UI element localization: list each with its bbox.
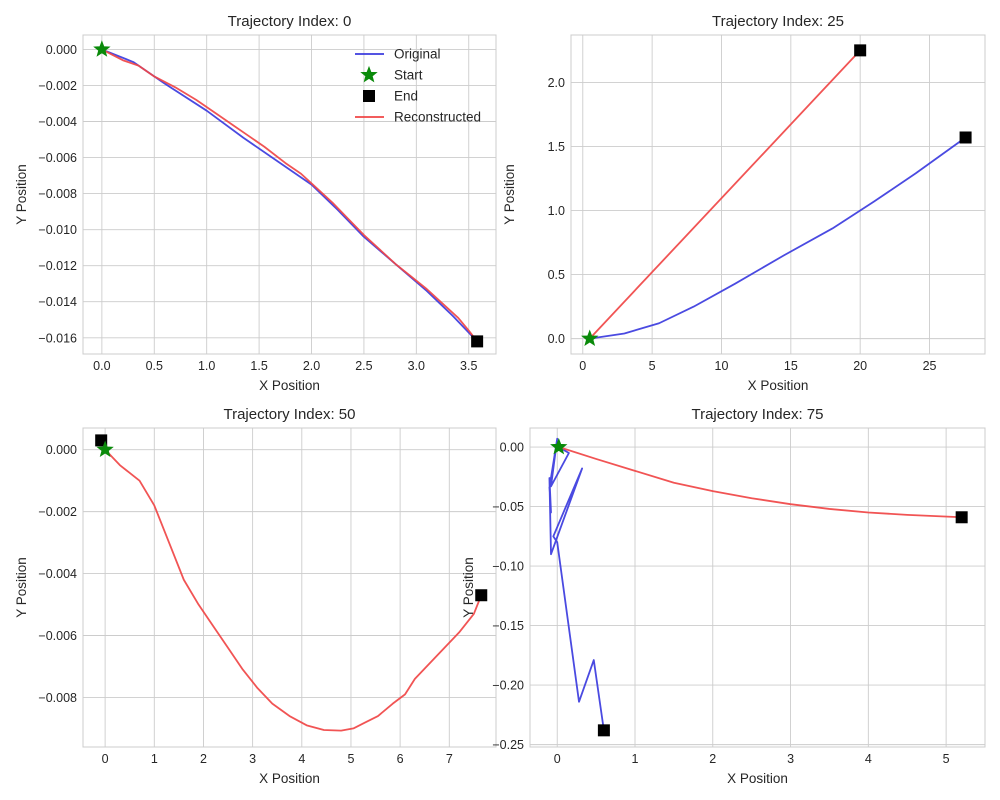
- chart-title: Trajectory Index: 75: [691, 406, 823, 423]
- x-axis-label: X Position: [259, 378, 320, 393]
- y-axis-label: Y Position: [14, 164, 29, 225]
- x-tick-label: 4: [865, 752, 872, 766]
- x-tick-label: 2.0: [303, 359, 320, 373]
- series-line-reconstructed: [104, 449, 483, 732]
- series-line-reconstructed: [558, 446, 962, 519]
- chart-panel-2: 0 1 2 3 4 5 6 7 0.000 −0.002 −0.004 −0.006 −0.008 Tra…: [14, 406, 497, 786]
- end-marker: [471, 335, 484, 348]
- end-marker-original: [597, 724, 610, 737]
- legend-swatch-star: [360, 65, 378, 83]
- x-tick-label: 7: [446, 752, 453, 766]
- axes-frame: [529, 427, 986, 748]
- y-tick-label: −0.014: [38, 295, 77, 309]
- x-tick-label: 3: [787, 752, 794, 766]
- legend-swatch-square: [363, 90, 375, 102]
- y-tick-label: −0.002: [38, 79, 77, 93]
- x-tick-label: 1: [151, 752, 158, 766]
- y-tick-label: 0.0: [548, 332, 565, 346]
- x-tick-label: 1.0: [198, 359, 215, 373]
- y-tick-label: −0.002: [38, 505, 77, 519]
- start-marker: [581, 329, 599, 347]
- x-tick-label: 10: [715, 359, 729, 373]
- x-tick-label: 3.0: [408, 359, 425, 373]
- y-tick-label: −0.006: [38, 629, 77, 643]
- x-tick-label: 2: [200, 752, 207, 766]
- y-axis-label: Y Position: [461, 557, 476, 618]
- y-tick-label: −0.004: [38, 115, 77, 129]
- x-tick-label: 3.5: [460, 359, 477, 373]
- start-marker: [96, 440, 114, 458]
- x-tick-label: 2.5: [355, 359, 372, 373]
- y-tick-label: −0.010: [38, 223, 77, 237]
- end-marker-reconstructed: [955, 511, 968, 524]
- x-axis-label: X Position: [727, 771, 788, 786]
- chart-title: Trajectory Index: 50: [223, 406, 355, 423]
- x-tick-label: 4: [298, 752, 305, 766]
- x-tick-label: 15: [784, 359, 798, 373]
- end-marker-original: [959, 131, 972, 144]
- end-marker: [475, 589, 488, 602]
- y-tick-label: −0.016: [38, 331, 77, 345]
- series-line-original: [548, 437, 605, 731]
- x-tick-label: 3: [249, 752, 256, 766]
- start-marker: [93, 40, 111, 57]
- x-tick-label: 5: [649, 359, 656, 373]
- x-tick-label: 25: [923, 359, 937, 373]
- series-line-reconstructed: [589, 49, 861, 340]
- chart-panel-0: 0.0 0.5 1.0 1.5 2.0 2.5 3.0 3.5 0.000 −0.002 −0.00…: [14, 13, 497, 393]
- y-tick-label: 0.5: [548, 268, 565, 282]
- x-tick-label: 20: [853, 359, 867, 373]
- y-tick-label: 0.00: [500, 441, 524, 455]
- x-axis-label: X Position: [259, 771, 320, 786]
- y-tick-label: −0.008: [38, 691, 77, 705]
- legend-label: Reconstructed: [394, 110, 481, 125]
- chart-panel-1: 0 5 10 15 20 25 0.0 0.5 1.0 1.5 2.0 Trajectory Inde…: [502, 13, 986, 393]
- y-tick-label: −0.05: [492, 500, 524, 514]
- y-tick-label: −0.10: [492, 560, 524, 574]
- axes-frame: [82, 427, 497, 748]
- chart-title: Trajectory Index: 0: [228, 13, 352, 30]
- x-axis-label: X Position: [748, 378, 809, 393]
- chart-title: Trajectory Index: 25: [712, 13, 844, 30]
- y-tick-label: 0.000: [46, 43, 77, 57]
- x-tick-label: 2: [709, 752, 716, 766]
- x-tick-label: 0: [579, 359, 586, 373]
- y-tick-label: 0.000: [46, 443, 77, 457]
- x-tick-label: 6: [397, 752, 404, 766]
- x-tick-label: 1: [632, 752, 639, 766]
- x-tick-label: 0.5: [146, 359, 163, 373]
- series-line-reconstructed: [101, 48, 478, 342]
- y-tick-label: 2.0: [548, 76, 565, 90]
- y-tick-label: −0.25: [492, 738, 524, 752]
- y-tick-label: −0.15: [492, 619, 524, 633]
- chart-legend: Original Start End Reconstructed: [355, 47, 481, 125]
- legend-label: Original: [394, 47, 441, 62]
- legend-label: Start: [394, 68, 423, 83]
- y-tick-label: 1.5: [548, 140, 565, 154]
- y-tick-label: −0.012: [38, 259, 77, 273]
- x-tick-label: 5: [943, 752, 950, 766]
- x-tick-label: 0: [554, 752, 561, 766]
- series-line-original: [589, 136, 967, 340]
- x-tick-label: 0: [102, 752, 109, 766]
- x-tick-label: 0.0: [93, 359, 110, 373]
- y-axis-label: Y Position: [14, 557, 29, 618]
- x-tick-label: 1.5: [250, 359, 267, 373]
- start-marker: [550, 437, 568, 455]
- series-line-original: [101, 48, 478, 343]
- legend-label: End: [394, 89, 418, 104]
- x-tick-label: 5: [347, 752, 354, 766]
- y-tick-label: −0.004: [38, 567, 77, 581]
- y-tick-label: 1.0: [548, 204, 565, 218]
- y-tick-label: −0.20: [492, 679, 524, 693]
- y-tick-label: −0.008: [38, 187, 77, 201]
- y-tick-label: −0.006: [38, 151, 77, 165]
- axes-frame: [570, 34, 986, 355]
- chart-panel-3: 0 1 2 3 4 5 0.00 −0.05 −0.10 −0.15 −0.20 −0.25 Traje…: [461, 406, 986, 786]
- axes-frame: [82, 34, 497, 355]
- end-marker-reconstructed: [854, 44, 867, 57]
- y-axis-label: Y Position: [502, 164, 517, 225]
